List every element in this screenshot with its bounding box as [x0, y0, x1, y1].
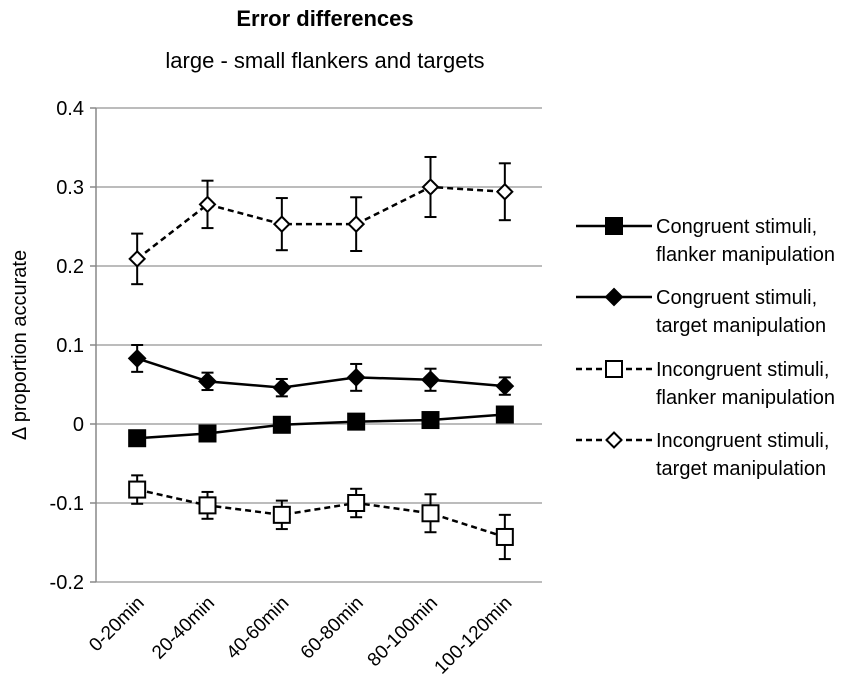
- data-point: [421, 370, 440, 390]
- data-point: [198, 195, 217, 214]
- legend-label: flanker manipulation: [656, 244, 835, 266]
- legend-label: target manipulation: [656, 458, 826, 480]
- data-point: [605, 217, 623, 235]
- y-tick-label: -0.2: [50, 572, 84, 594]
- data-point: [605, 360, 623, 378]
- legend-item: Incongruent stimuli, target manipulation: [576, 430, 829, 480]
- x-tick-label: 60-80min: [297, 593, 368, 664]
- data-point: [128, 249, 147, 268]
- legend-label: Congruent stimuli,: [656, 287, 817, 309]
- legend-label: Congruent stimuli,: [656, 216, 817, 238]
- data-point: [347, 215, 366, 234]
- legend-item: Congruent stimuli, target manipulation: [576, 287, 826, 337]
- chart-title: Error differences: [236, 6, 414, 31]
- data-point: [604, 287, 624, 307]
- legend: Congruent stimuli,flanker manipulationCo…: [576, 216, 835, 480]
- y-tick-label: 0.4: [56, 98, 84, 120]
- data-point: [127, 349, 147, 368]
- data-point: [128, 429, 147, 448]
- y-tick-label: 0.2: [56, 256, 84, 278]
- data-point: [495, 376, 515, 396]
- data-point: [605, 431, 623, 449]
- data-point: [421, 504, 440, 523]
- series-line: [136, 488, 506, 539]
- y-tick-label: -0.1: [50, 493, 84, 515]
- legend-label: flanker manipulation: [656, 387, 835, 409]
- series-line: [136, 357, 505, 389]
- series-3: [128, 155, 514, 286]
- data-point: [346, 367, 366, 387]
- legend-label: Incongruent stimuli,: [656, 430, 829, 452]
- data-point: [198, 424, 217, 443]
- y-tick-label: 0.3: [56, 177, 84, 199]
- series-line: [137, 413, 505, 440]
- x-tick-label: 100-120min: [431, 593, 517, 679]
- x-tick-label: 20-40min: [148, 593, 219, 664]
- series-layer: [127, 155, 515, 561]
- legend-label: Incongruent stimuli,: [656, 359, 829, 381]
- chart-subtitle: large - small flankers and targets: [165, 48, 485, 73]
- series-1: [127, 344, 515, 398]
- data-point: [272, 505, 291, 524]
- x-tick-label: 40-60min: [223, 593, 294, 664]
- y-tick-label: 0.1: [56, 335, 84, 357]
- data-point: [495, 527, 514, 546]
- series-line: [136, 185, 505, 260]
- data-point: [347, 494, 366, 512]
- x-tick-label: 0-20min: [85, 593, 148, 656]
- data-point: [272, 415, 291, 434]
- data-point: [421, 178, 440, 196]
- data-point: [421, 411, 440, 430]
- legend-label: target manipulation: [656, 315, 826, 337]
- data-point: [198, 371, 217, 391]
- y-tick-label: 0: [73, 414, 84, 436]
- data-point: [128, 480, 147, 499]
- legend-item: Incongruent stimuli, flanker manipulation: [576, 359, 835, 409]
- y-axis-title: Δ proportion accurate: [9, 250, 31, 440]
- x-tick-label: 80-100min: [364, 593, 442, 671]
- axis-layer: -0.2 -0.1 0 0.1 0.2 0.3 0.4 Δ proportion accura…: [9, 98, 516, 678]
- legend-item: Congruent stimuli, flanker manipulation: [576, 216, 835, 266]
- data-point: [495, 405, 514, 424]
- data-point: [347, 412, 366, 431]
- data-point: [495, 182, 514, 201]
- data-point: [272, 378, 292, 398]
- series-0: [128, 405, 514, 448]
- series-2: [128, 474, 514, 561]
- data-point: [198, 496, 217, 515]
- data-point: [272, 215, 291, 234]
- grid-layer: [96, 107, 542, 583]
